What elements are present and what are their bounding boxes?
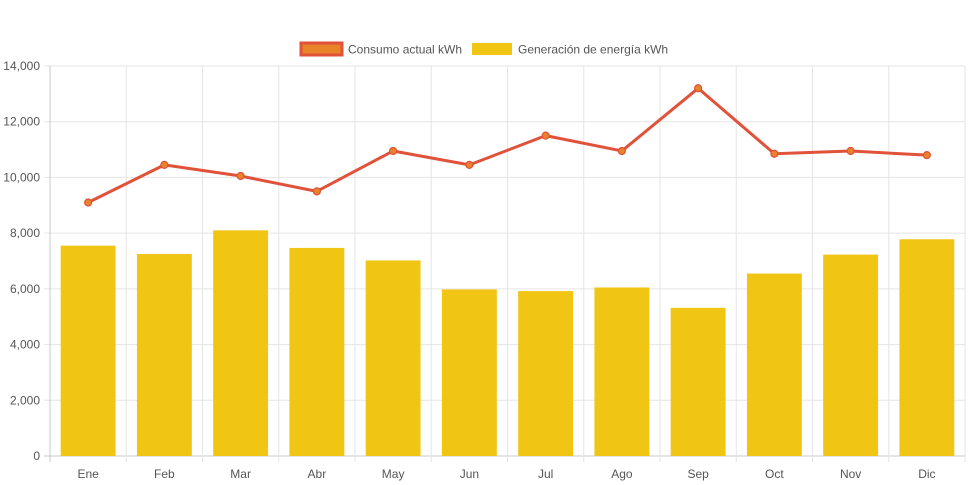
bar-abr[interactable] xyxy=(289,247,345,456)
y-tick-label: 6,000 xyxy=(10,282,40,296)
point-feb[interactable] xyxy=(160,160,169,169)
x-tick-label: Mar xyxy=(230,467,251,481)
bar-sep[interactable] xyxy=(670,307,726,456)
bar-series-generacion xyxy=(60,230,955,456)
x-tick-label: Oct xyxy=(765,467,784,481)
bar-dic[interactable] xyxy=(899,239,955,456)
legend-swatch-generacion xyxy=(472,43,512,55)
line-series-consumo xyxy=(84,84,931,207)
y-axis-ticks: 0 2,000 4,000 6,000 8,000 10,000 12,000 14,000 xyxy=(3,59,40,463)
bar-jul[interactable] xyxy=(518,291,574,456)
point-ago[interactable] xyxy=(617,146,626,156)
y-tick-label: 0 xyxy=(33,449,40,463)
bar-jun[interactable] xyxy=(441,289,497,456)
legend-item-generacion[interactable]: Generación de energía kWh xyxy=(472,43,668,57)
point-abr[interactable] xyxy=(312,187,321,196)
point-sep[interactable] xyxy=(694,84,703,93)
x-tick-label: Ene xyxy=(77,467,99,481)
consumo-line xyxy=(87,86,927,204)
y-tick-label: 10,000 xyxy=(3,170,40,184)
bar-ago[interactable] xyxy=(594,287,650,456)
bar-mar[interactable] xyxy=(213,230,269,456)
point-ene[interactable] xyxy=(84,198,93,207)
x-tick-label: Nov xyxy=(840,467,861,481)
point-jul[interactable] xyxy=(541,131,550,140)
point-may[interactable] xyxy=(389,146,398,156)
y-tick-label: 12,000 xyxy=(3,115,40,129)
gridlines xyxy=(44,65,966,462)
legend-item-consumo[interactable]: Consumo actual kWh xyxy=(299,41,462,57)
bar-nov[interactable] xyxy=(823,254,879,456)
bar-ene[interactable] xyxy=(60,245,116,456)
x-tick-label: Jun xyxy=(460,467,479,481)
x-tick-label: Jul xyxy=(538,467,553,481)
point-mar[interactable] xyxy=(236,171,245,181)
point-jun[interactable] xyxy=(465,160,474,169)
legend: Consumo actual kWh Generación de energía… xyxy=(299,41,668,57)
x-tick-label: Feb xyxy=(154,467,175,481)
x-axis-ticks: Ene Feb Mar Abr May Jun Jul Ago Sep Oct Nov Dic xyxy=(77,467,935,481)
legend-label-generacion: Generación de energía kWh xyxy=(518,43,668,57)
bar-may[interactable] xyxy=(365,260,421,456)
bar-oct[interactable] xyxy=(746,273,802,456)
x-tick-label: Abr xyxy=(308,467,327,481)
y-tick-label: 14,000 xyxy=(3,59,40,73)
point-oct[interactable] xyxy=(770,149,779,158)
y-tick-label: 8,000 xyxy=(10,226,40,240)
y-tick-label: 4,000 xyxy=(10,338,40,352)
bar-feb[interactable] xyxy=(136,254,192,456)
legend-label-consumo: Consumo actual kWh xyxy=(348,43,462,57)
y-tick-label: 2,000 xyxy=(10,393,40,407)
point-nov[interactable] xyxy=(846,146,855,156)
x-tick-label: May xyxy=(382,467,405,481)
legend-swatch-consumo xyxy=(299,41,344,57)
x-tick-label: Ago xyxy=(611,467,633,481)
x-tick-label: Dic xyxy=(918,467,935,481)
x-tick-label: Sep xyxy=(687,467,709,481)
point-dic[interactable] xyxy=(922,151,931,160)
